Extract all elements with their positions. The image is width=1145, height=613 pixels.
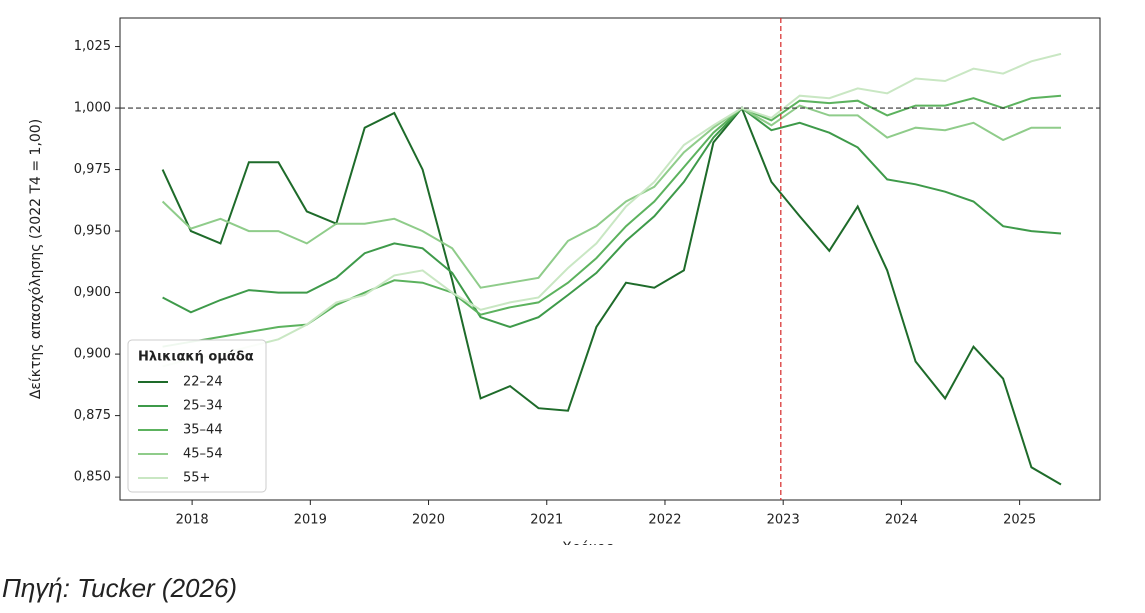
legend-title: Ηλικιακή ομάδα [138,350,254,365]
x-tick-label: 2022 [648,513,681,528]
y-tick-label: 0,850 [74,470,111,485]
legend-label: 45–54 [183,447,223,462]
source: Πηγή: Tucker (2026) [2,573,237,603]
x-axis-label: Χρόνος [562,540,614,556]
y-tick-label: 0,975 [74,162,111,177]
legend-label: 35–44 [183,423,223,438]
legend-label: 25–34 [183,399,223,414]
y-axis-label: Δείκτης απασχόλησης (2022 T4 = 1,00) [28,119,44,399]
x-tick-label: 2019 [294,513,327,528]
plot-frame [119,17,1101,501]
x-tick-label: 2023 [767,513,800,528]
y-tick-label: 0,950 [74,224,111,239]
y-tick-label: 0,900 [74,285,111,300]
series-line [161,104,1061,289]
x-tick-label: 2025 [1003,513,1036,528]
y-tick-label: 1,000 [74,101,111,116]
legend-label: 55+ [183,471,210,486]
series-line [162,106,1062,329]
series-line [162,52,1062,368]
legend-label: 22–24 [183,375,223,390]
y-tick-label: 0,900 [74,347,111,362]
y-tick-label: 1,025 [74,39,111,54]
x-tick-label: 2018 [176,513,209,528]
x-tick-label: 2024 [885,513,918,528]
series-line [161,106,1062,486]
y-tick-label: 0,875 [74,408,111,423]
x-tick-label: 2020 [412,513,445,528]
x-tick-label: 2021 [530,513,563,528]
series-line [162,94,1062,348]
